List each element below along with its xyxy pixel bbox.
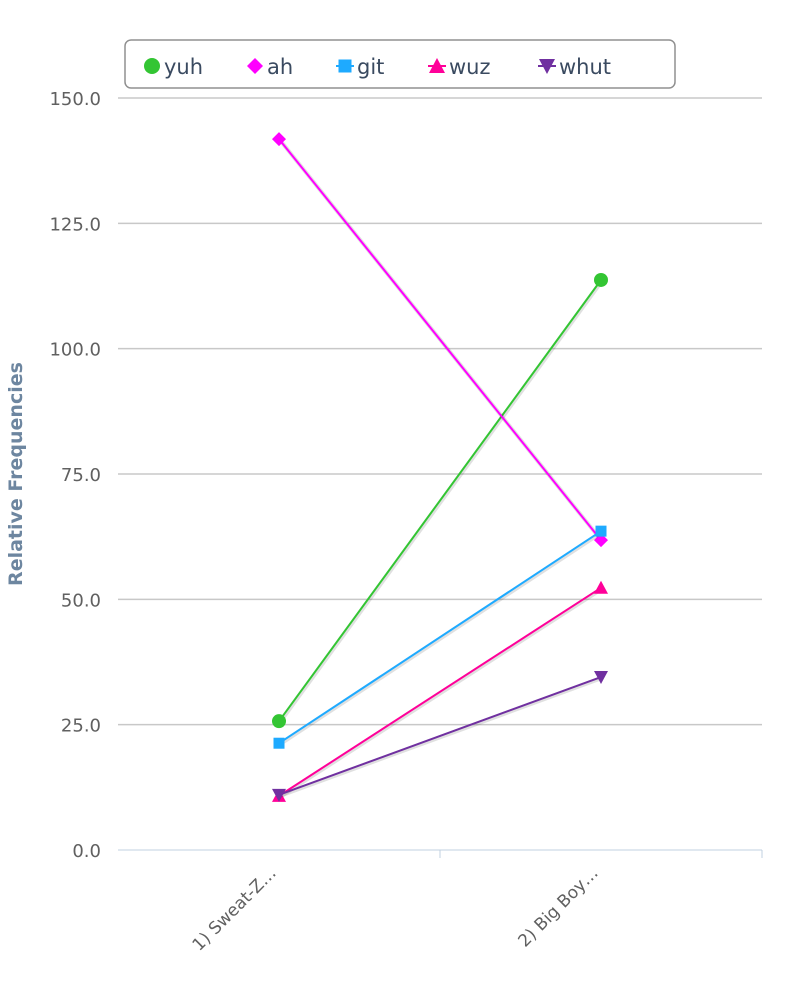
series-wuz (272, 580, 608, 802)
marker-diamond (272, 132, 286, 147)
gridlines (118, 97, 762, 726)
series-ah (272, 132, 608, 548)
series-shadow (278, 587, 604, 799)
series-line (278, 586, 602, 797)
marker-circle (272, 714, 286, 729)
marker-circle (594, 272, 608, 287)
marker-circle (144, 58, 160, 74)
marker-triangle-down (594, 671, 608, 685)
x-tick-label: 2) Big Boy… (514, 863, 602, 951)
marker-square (338, 59, 352, 73)
legend-item-whut[interactable]: whut (538, 55, 611, 79)
series-group (272, 132, 608, 802)
series-git (273, 525, 607, 749)
legend-item-wuz[interactable]: wuz (428, 55, 491, 79)
marker-triangle-down (539, 59, 555, 74)
legend-label: git (357, 55, 384, 79)
x-axis-labels: 1) Sweat-Z… 2) Big Boy… (189, 863, 603, 955)
legend: yuh ah git wuz whut (124, 39, 676, 89)
marker-square (595, 525, 607, 537)
legend-label: yuh (164, 55, 203, 79)
series-yuh (272, 272, 608, 729)
series-shadow (278, 279, 604, 724)
legend-item-git[interactable]: git (336, 55, 384, 79)
y-tick-label: 75.0 (61, 465, 101, 486)
y-axis-ticks: 0.0 25.0 50.0 75.0 100.0 125.0 150.0 (49, 89, 101, 862)
y-tick-label: 125.0 (49, 214, 101, 235)
marker-triangle-down (272, 788, 286, 802)
legend-label: ah (267, 55, 293, 79)
legend-item-ah[interactable]: ah (247, 55, 293, 79)
marker-diamond (594, 533, 608, 548)
series-line (278, 530, 602, 745)
y-tick-label: 50.0 (61, 590, 101, 611)
y-tick-label: 100.0 (49, 340, 101, 361)
series-shadow (278, 530, 604, 746)
marker-triangle (429, 58, 445, 73)
x-tick-label: 1) Sweat-Z… (189, 863, 281, 955)
marker-triangle (594, 580, 608, 594)
y-tick-label: 150.0 (49, 89, 101, 110)
legend-box (124, 39, 676, 89)
marker-diamond (247, 58, 263, 74)
marker-square (273, 737, 285, 749)
legend-label: wuz (449, 55, 491, 79)
series-line (278, 138, 602, 541)
series-line (278, 279, 602, 722)
legend-item-yuh[interactable]: yuh (144, 55, 203, 79)
legend-label: whut (559, 55, 611, 79)
series-whut (272, 671, 608, 802)
series-shadow (279, 676, 603, 798)
series-line (278, 676, 602, 796)
y-axis-title: Relative Frequencies (5, 362, 27, 586)
y-tick-label: 25.0 (61, 716, 101, 737)
y-tick-label: 0.0 (72, 841, 101, 862)
